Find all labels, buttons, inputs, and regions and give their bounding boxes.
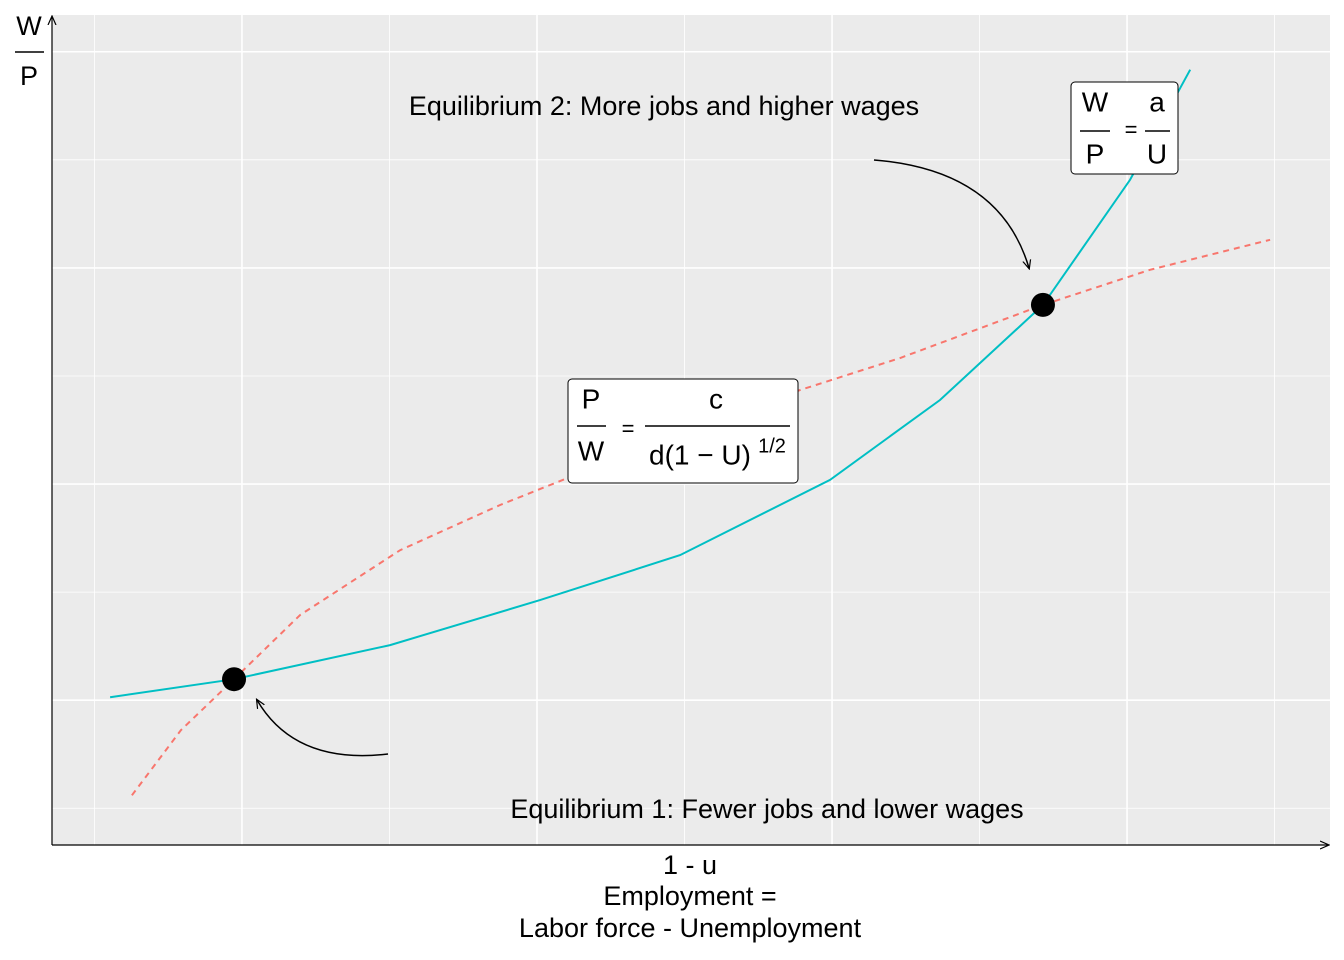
eq-exponent: 1/2 bbox=[758, 435, 786, 457]
equation-box: W P = a U bbox=[1070, 81, 1179, 175]
equation-box: P W = c d(1 − U) 1/2 bbox=[567, 378, 799, 484]
x-label: Employment = bbox=[603, 881, 776, 911]
eq-denominator: W bbox=[578, 435, 605, 466]
label-box bbox=[1070, 81, 1179, 175]
y-label-numerator: W bbox=[16, 11, 42, 41]
eq-denominator: d(1 − U) bbox=[649, 439, 751, 470]
annotation: Equilibrium 2: More jobs and higher wage… bbox=[409, 91, 919, 121]
equilibrium-point bbox=[222, 667, 247, 692]
annotation-arrow bbox=[873, 159, 1029, 268]
eq-numerator: W bbox=[1082, 86, 1109, 117]
annotation-arrow bbox=[257, 700, 389, 757]
annotation: Equilibrium 1: Fewer jobs and lower wage… bbox=[510, 794, 1023, 824]
grid bbox=[52, 15, 1330, 845]
eq-denominator: U bbox=[1147, 138, 1167, 169]
x-label: Labor force - Unemployment bbox=[519, 913, 862, 943]
eq-equals: = bbox=[622, 416, 635, 441]
eq-numerator: P bbox=[582, 383, 601, 414]
eq-equals: = bbox=[1125, 117, 1138, 142]
eq-denominator: P bbox=[1086, 138, 1105, 169]
label-box bbox=[567, 378, 799, 484]
eq-numerator: c bbox=[709, 383, 723, 414]
y-label-denominator: P bbox=[20, 61, 38, 91]
equilibrium-point bbox=[1030, 292, 1055, 317]
equations: W P = a U P W = c d(1 − U) 1/2 bbox=[567, 81, 1179, 484]
eq-numerator: a bbox=[1149, 86, 1165, 117]
series-line bbox=[109, 69, 1192, 699]
x-label: 1 - u bbox=[663, 850, 717, 880]
